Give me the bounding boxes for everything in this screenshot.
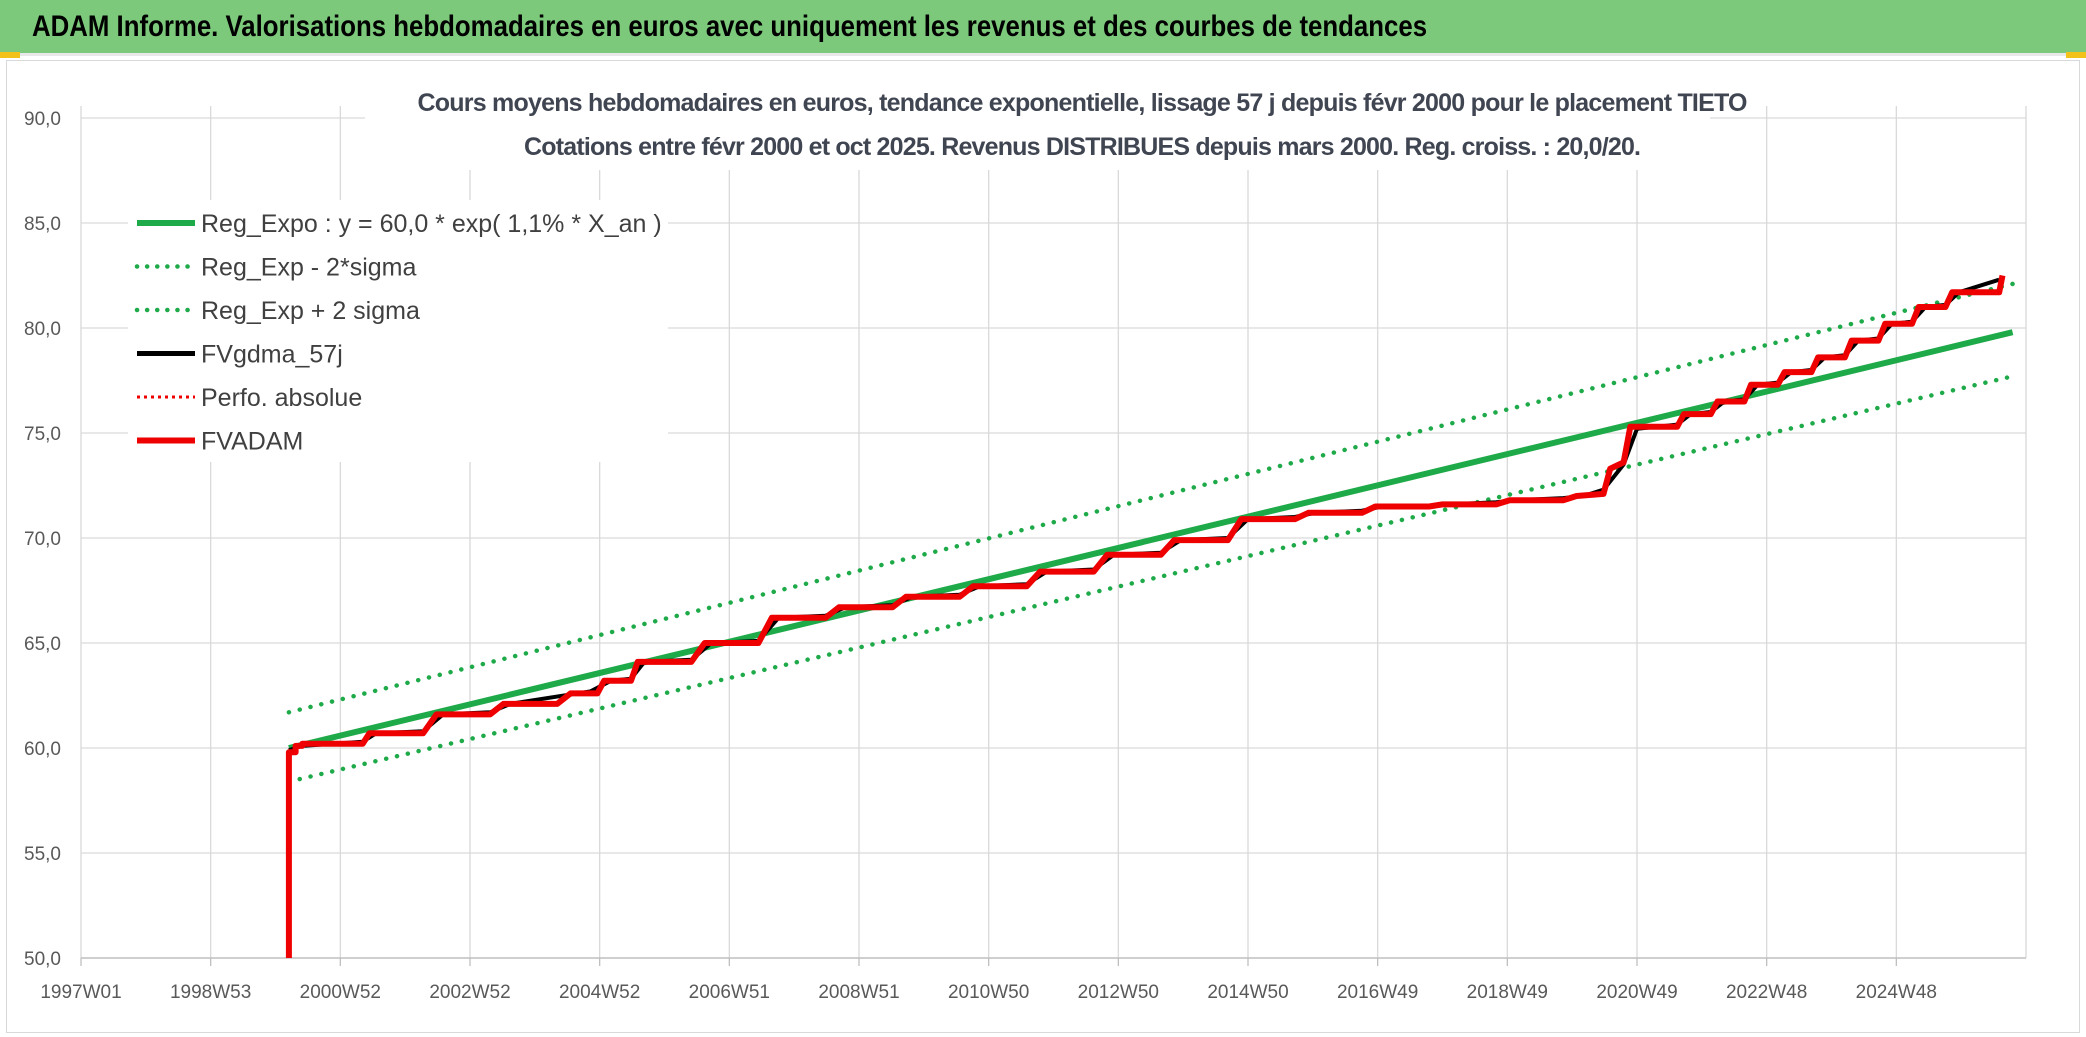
- x-tick-label: 2000W52: [300, 982, 381, 1003]
- x-axis-ticks: 1997W01 1998W53 2000W52 2002W52 2004W52 2006W…: [40, 958, 1937, 1003]
- x-tick-label: 2006W51: [689, 982, 770, 1003]
- chart-title-background: [365, 84, 1710, 170]
- y-tick-label: 65,0: [24, 634, 61, 655]
- x-tick-label: 2014W50: [1207, 982, 1288, 1003]
- x-tick-label: 2008W51: [818, 982, 899, 1003]
- legend-label: FVgdma_57j: [201, 341, 343, 369]
- x-tick-label: 2020W49: [1596, 982, 1677, 1003]
- y-tick-label: 50,0: [24, 949, 61, 970]
- x-tick-label: 2012W50: [1078, 982, 1159, 1003]
- y-tick-label: 70,0: [24, 529, 61, 550]
- x-tick-label: 2016W49: [1337, 982, 1418, 1003]
- report-banner: ADAM Informe. Valorisations hebdomadaire…: [0, 0, 2086, 56]
- x-tick-label: 1997W01: [40, 982, 121, 1003]
- y-axis-ticks: 50,0 55,0 60,0 65,0 70,0 75,0 80,0 85,0 90,0: [24, 109, 61, 970]
- y-tick-label: 60,0: [24, 739, 61, 760]
- series-reg-plus-2sigma: [286, 281, 2015, 715]
- x-tick-label: 2002W52: [429, 982, 510, 1003]
- legend-label: Reg_Exp - 2*sigma: [201, 254, 416, 282]
- x-tick-label: 2004W52: [559, 982, 640, 1003]
- y-tick-label: 90,0: [24, 109, 61, 130]
- x-tick-label: 2022W48: [1726, 982, 1807, 1003]
- report-title: ADAM Informe. Valorisations hebdomadaire…: [32, 10, 1428, 43]
- x-tick-label: 1998W53: [170, 982, 251, 1003]
- legend-label: FVADAM: [201, 428, 303, 456]
- y-tick-label: 80,0: [24, 319, 61, 340]
- chart-subtitle: Cotations entre févr 2000 et oct 2025. R…: [524, 133, 1641, 161]
- x-tick-label: 2010W50: [948, 982, 1029, 1003]
- x-tick-label: 2024W48: [1856, 982, 1937, 1003]
- y-tick-label: 55,0: [24, 844, 61, 865]
- x-tick-label: 2018W49: [1467, 982, 1548, 1003]
- y-tick-label: 85,0: [24, 214, 61, 235]
- series-fvadam: [285, 274, 2006, 958]
- banner-corner-right: [2066, 52, 2086, 58]
- legend-background: [128, 200, 668, 462]
- series-reg-minus-2sigma: [286, 374, 2015, 784]
- banner-corner-left: [0, 52, 20, 58]
- legend-label: Reg_Exp + 2 sigma: [201, 297, 420, 325]
- chart-frame: [6, 60, 2080, 1033]
- chart-title: Cours moyens hebdomadaires en euros, ten…: [418, 89, 1748, 117]
- legend-label: Perfo. absolue: [201, 384, 362, 412]
- legend-label: Reg_Expo : y = 60,0 * exp( 1,1% * X_an ): [201, 210, 662, 238]
- legend: Reg_Expo : y = 60,0 * exp( 1,1% * X_an )…: [134, 210, 662, 456]
- y-tick-label: 75,0: [24, 424, 61, 445]
- series: [285, 274, 2015, 958]
